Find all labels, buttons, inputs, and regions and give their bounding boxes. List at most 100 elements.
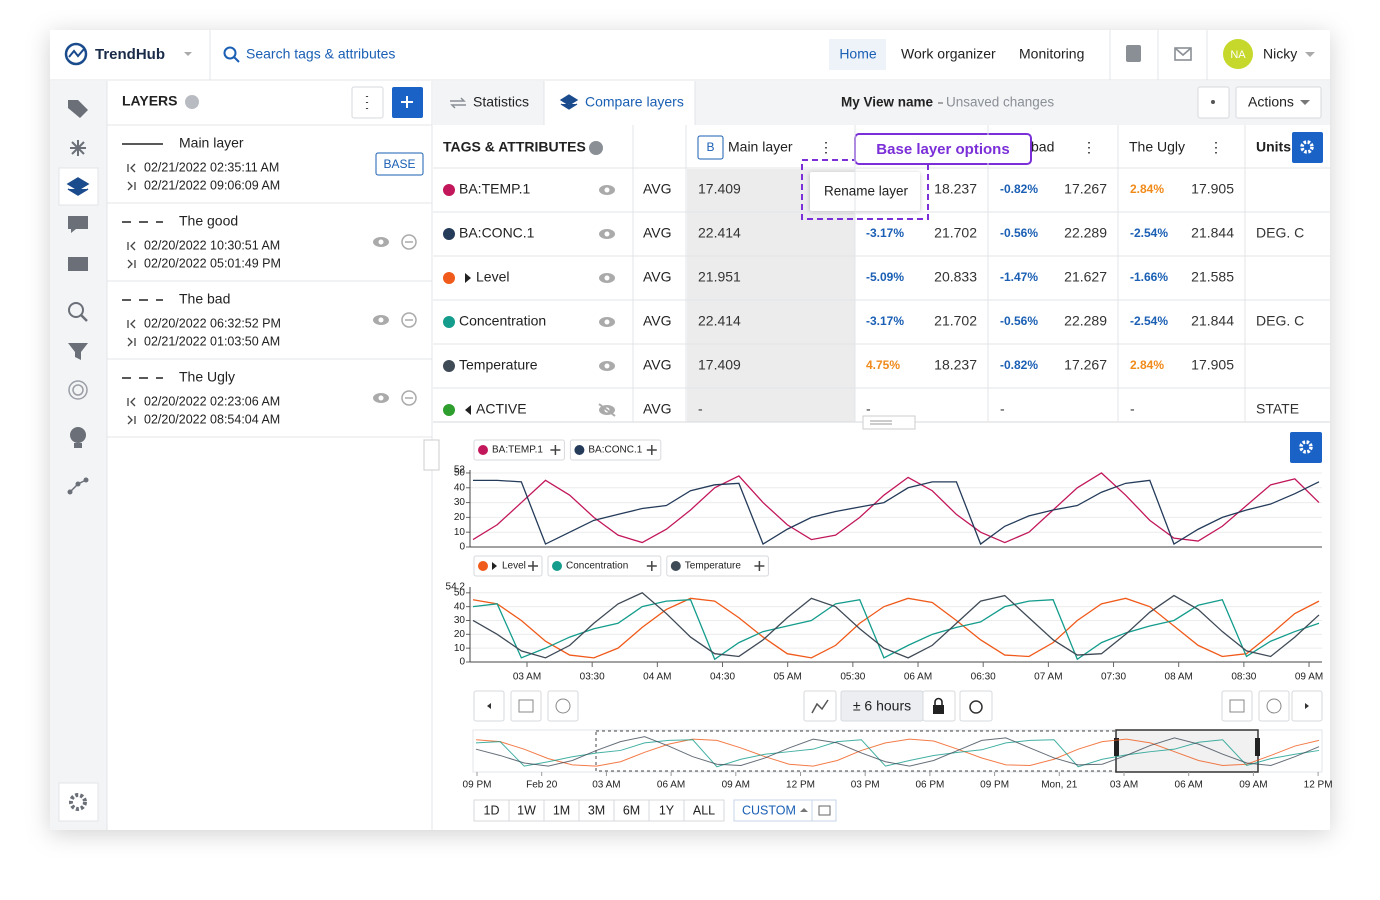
x-tick-label: 06 AM (904, 672, 932, 683)
user-name[interactable]: Nicky (1263, 46, 1297, 62)
graph-icon (68, 490, 73, 495)
layer-name[interactable]: Main layer (179, 135, 244, 151)
x-tick-label: 04:30 (710, 672, 735, 683)
y-max-label: 54.2 (446, 582, 466, 593)
x-tick-label: 05 AM (774, 672, 802, 683)
legend-dot (478, 561, 488, 571)
aggregation: AVG (643, 269, 672, 285)
lock-icon (933, 705, 944, 714)
tag-name: ACTIVE (476, 401, 527, 417)
x-tick-label: 08:30 (1231, 672, 1256, 683)
graph-icon (76, 482, 81, 487)
graph-icon (84, 478, 89, 483)
tag-name: BA:CONC.1 (459, 225, 535, 241)
compare-icon[interactable] (70, 140, 86, 156)
tag-name: Concentration (459, 313, 546, 329)
tag-name: Level (476, 269, 509, 285)
table-settings-button[interactable] (1292, 132, 1323, 163)
x-tick-label: 06:30 (971, 672, 996, 683)
layer-end: 02/21/2022 09:06:09 AM (144, 178, 280, 192)
tag-name: Temperature (459, 357, 538, 373)
aggregation: AVG (643, 225, 672, 241)
y-tick-label: 40 (454, 482, 466, 493)
delta: - (1130, 401, 1135, 417)
navigator-label: 03 AM (592, 780, 620, 791)
layer-start: 02/20/2022 02:23:06 AM (144, 394, 280, 408)
custom-label: CUSTOM (742, 803, 796, 817)
y-tick-label: 10 (454, 527, 466, 538)
layer-name[interactable]: The good (179, 213, 238, 229)
dashboard-icon[interactable] (68, 257, 88, 271)
legend-dot (478, 445, 488, 455)
idea-icon[interactable] (70, 427, 86, 443)
chart-settings-button[interactable] (1290, 432, 1322, 463)
view-name: My View name (841, 95, 934, 110)
nav-link[interactable]: Work organizer (901, 46, 996, 62)
navigator-label: 09 PM (463, 780, 492, 791)
delta: -5.09% (866, 270, 904, 284)
delta: -0.56% (1000, 314, 1038, 328)
aggregation: AVG (643, 181, 672, 197)
menu-item[interactable]: Rename layer (824, 184, 909, 199)
calendar-button[interactable] (511, 691, 541, 721)
eye-icon (379, 318, 384, 323)
actions-label[interactable]: Actions (1248, 94, 1294, 110)
tab[interactable]: Compare layers (585, 94, 684, 110)
y-tick-label: 0 (459, 542, 465, 553)
x-tick-label: 07:30 (1101, 672, 1126, 683)
y-tick-label: 10 (454, 643, 466, 654)
help-icon[interactable] (589, 141, 603, 155)
compare-value: 21.585 (1191, 269, 1234, 285)
help-icon[interactable] (185, 95, 199, 109)
delta: -0.82% (1000, 358, 1038, 372)
y-tick-label: 30 (454, 497, 466, 508)
nav-link[interactable]: Monitoring (1019, 46, 1084, 62)
compare-value: 17.267 (1064, 181, 1107, 197)
delta: 2.84% (1130, 182, 1164, 196)
zoom-label: ± 6 hours (853, 698, 911, 714)
layer-name[interactable]: The Ugly (179, 369, 235, 385)
custom-range-clear[interactable] (812, 800, 836, 821)
base-value: 21.951 (698, 269, 741, 285)
panel-resize[interactable] (424, 440, 439, 470)
navigator-label: 09 PM (980, 780, 1009, 791)
units: DEG. C (1256, 313, 1304, 329)
layer-start: 02/20/2022 10:30:51 AM (144, 238, 280, 252)
navigator-label: 12 PM (786, 780, 815, 791)
base-value: - (698, 401, 703, 417)
calendar-button[interactable] (1222, 691, 1252, 721)
units: STATE (1256, 401, 1299, 417)
delta: -2.54% (1130, 226, 1168, 240)
y-tick-label: 30 (454, 615, 466, 626)
splitter-handle[interactable] (863, 416, 915, 429)
nav-link[interactable]: Home (839, 46, 877, 62)
search-box[interactable]: Search tags & attributes (246, 46, 395, 62)
compare-value: 21.627 (1064, 269, 1107, 285)
tooltip-text: Base layer options (876, 141, 1009, 158)
range-label: 3M (588, 803, 605, 817)
navigator-label: 03 PM (851, 780, 880, 791)
delta: 4.75% (866, 358, 900, 372)
column-header: Units (1256, 139, 1291, 155)
y-max-label: 52 (454, 465, 466, 476)
clock-button[interactable] (548, 691, 578, 721)
base-marker: B (706, 140, 714, 154)
navigator-handle[interactable] (1255, 738, 1260, 756)
column-header: The Ugly (1129, 139, 1185, 155)
delta: -1.66% (1130, 270, 1168, 284)
logo: TrendHub (95, 46, 165, 63)
help-icon[interactable] (1126, 45, 1141, 62)
layer-name[interactable]: The bad (179, 291, 230, 307)
delta: -3.17% (866, 314, 904, 328)
clock-button[interactable] (1259, 691, 1289, 721)
tag-color (443, 228, 455, 240)
navigator-label: 12 PM (1304, 780, 1333, 791)
tab[interactable]: Statistics (473, 94, 529, 110)
idea-icon (74, 443, 82, 448)
settings-button[interactable] (59, 783, 98, 821)
legend-label: BA:CONC.1 (588, 445, 642, 456)
compare-value: 17.905 (1191, 357, 1234, 373)
base-value: 17.409 (698, 357, 741, 373)
reset-button[interactable] (960, 691, 992, 721)
